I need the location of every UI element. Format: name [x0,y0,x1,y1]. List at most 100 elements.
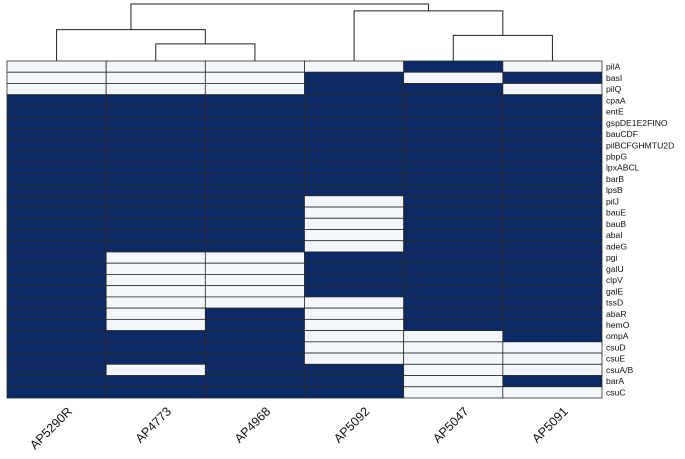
heatmap-cell [6,262,107,275]
gene-label: lpxABCL [606,163,640,173]
heatmap-cell [204,318,305,331]
heatmap-cell [502,150,603,163]
gene-label: adeG [606,241,627,251]
heatmap-cell [502,251,603,264]
heatmap-cell [105,217,206,230]
heatmap-cell [6,127,107,141]
gene-label: clpV [606,275,623,285]
heatmap-cell [304,229,405,242]
heatmap-cell [502,105,603,118]
heatmap-cell [502,274,603,287]
heatmap-cell [403,229,504,242]
gene-labels: pilAbasIpilQcpaAentEgspDE1E2FINObauCDFpi… [606,62,674,398]
heatmap-cell [403,375,504,388]
heatmap-cell [105,83,206,96]
heatmap-cell [502,94,603,107]
heatmap-cell [403,296,504,309]
gene-label: pilA [606,62,621,72]
heatmap-cell [304,262,405,275]
gene-label: barB [606,174,624,184]
heatmap-cell [502,83,603,96]
heatmap-cell [304,217,405,230]
heatmap-cell [502,206,603,219]
heatmap-cell [403,139,504,152]
gene-label: galE [606,286,623,296]
gene-label: lpsB [606,185,623,195]
heatmap-cell [204,83,305,96]
heatmap-cell [105,195,206,208]
heatmap-cell [6,206,107,219]
gene-label: cpaA [606,95,626,105]
heatmap-cell [105,116,206,129]
heatmap-cell [105,240,206,253]
heatmap-cell [6,251,107,264]
heatmap-cell [105,105,206,118]
heatmap-cell [304,341,405,354]
heatmap-cell [403,116,504,129]
heatmap-cell [403,352,504,365]
gene-label: basI [606,73,622,83]
heatmap-cell [105,330,206,343]
heatmap-cell [304,274,405,287]
heatmap-cell [6,105,107,118]
heatmap-cell [502,161,603,174]
heatmap-cell [403,127,504,141]
gene-label: pilQ [606,84,622,94]
heatmap-cell [204,116,305,129]
heatmap-cell [105,161,206,174]
gene-label: bauB [606,219,626,229]
heatmap-cell [204,127,305,141]
gene-label: bauCDF [606,129,638,139]
heatmap-cell [502,184,603,197]
sample-label: AP4968 [232,404,273,445]
heatmap-cell [105,150,206,163]
heatmap-cell [105,206,206,219]
sample-label: AP5047 [430,404,471,445]
gene-label: abaR [606,309,627,319]
heatmap-cell [403,262,504,275]
heatmap-cell [403,83,504,96]
heatmap-cell [105,375,206,388]
heatmap-cell [204,161,305,174]
heatmap-cell [304,330,405,343]
heatmap-cell [304,127,405,141]
gene-label: pbpG [606,151,627,161]
heatmap-cell [304,352,405,365]
gene-label: csuA/B [606,365,633,375]
heatmap-cell [204,307,305,320]
heatmap-cell [204,206,305,219]
heatmap-cell [502,116,603,129]
heatmap-cell [6,217,107,230]
heatmap-cell [502,172,603,185]
heatmap-cell [403,251,504,264]
heatmap-cell [502,139,603,152]
heatmap-cell [304,116,405,129]
heatmap-cell [6,341,107,354]
heatmap-cell [403,172,504,185]
heatmap-cell [403,363,504,376]
heatmap-cell [105,262,206,275]
heatmap-cell [105,172,206,185]
heatmap-cell [204,184,305,197]
heatmap-cell [304,71,405,84]
heatmap-cell [6,116,107,129]
heatmap-cell [6,375,107,388]
heatmap-cell [502,341,603,354]
heatmap-cell [304,139,405,152]
heatmap-cell [204,105,305,118]
heatmap-cell [502,240,603,253]
gene-label: gspDE1E2FINO [606,118,668,128]
heatmap-cell [105,229,206,242]
heatmap-cell [403,240,504,253]
heatmap-cell [204,172,305,185]
heatmap-cell [204,150,305,163]
heatmap-cell [304,307,405,320]
heatmap-cell [204,229,305,242]
sample-label: AP5290R [27,404,75,452]
heatmap-cell [105,127,206,141]
gene-label: entE [606,107,624,117]
heatmap-cell [304,296,405,309]
dendrogram-branch [56,29,206,61]
gene-label: tssD [606,298,623,308]
